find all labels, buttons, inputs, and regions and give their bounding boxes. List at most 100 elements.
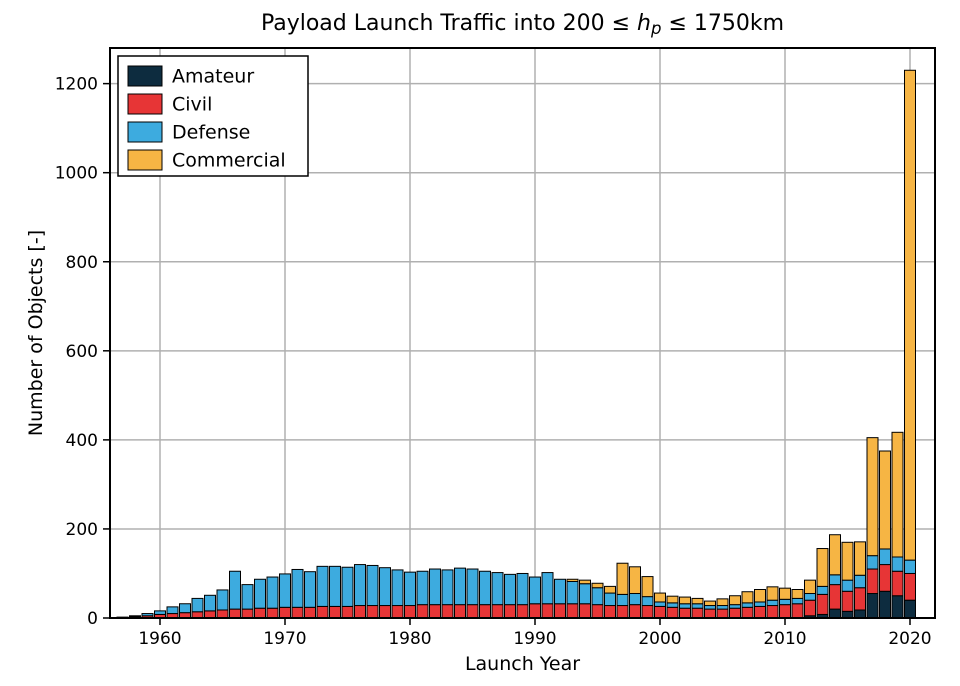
bar-segment-defense [642, 597, 653, 606]
bar-segment-civil [767, 606, 778, 618]
bar-year [442, 570, 453, 618]
bar-segment-defense [830, 575, 841, 585]
bar-year [655, 593, 666, 618]
bar-year [455, 568, 466, 618]
bar-year [167, 607, 178, 618]
bar-segment-commercial [655, 593, 666, 602]
bar-year [580, 580, 591, 618]
y-tick-label: 0 [87, 609, 98, 629]
bar-year [267, 577, 278, 618]
bar-segment-commercial [867, 438, 878, 556]
legend-swatch-civil [128, 94, 162, 114]
bar-year [805, 580, 816, 618]
bar-segment-commercial [855, 542, 866, 575]
bar-segment-commercial [605, 586, 616, 593]
bar-segment-civil [555, 604, 566, 618]
bar-segment-commercial [667, 596, 678, 603]
bar-segment-defense [755, 602, 766, 606]
x-tick-label: 1970 [263, 629, 306, 649]
x-tick-label: 2000 [638, 629, 681, 649]
x-tick-label: 2020 [888, 629, 931, 649]
bar-segment-defense [230, 571, 241, 609]
bar-segment-civil [267, 608, 278, 618]
bar-year [867, 438, 878, 618]
bar-year [317, 566, 328, 618]
bar-segment-defense [742, 603, 753, 607]
bar-segment-commercial [680, 597, 691, 604]
x-tick-label: 2010 [763, 629, 806, 649]
bar-segment-defense [192, 598, 203, 611]
bar-segment-defense [480, 571, 491, 604]
bar-segment-amateur [880, 591, 891, 618]
bar-year [567, 579, 578, 618]
bar-segment-defense [180, 604, 191, 613]
bar-segment-civil [355, 606, 366, 618]
bar-segment-civil [230, 609, 241, 618]
bar-segment-civil [605, 606, 616, 618]
bar-year [605, 586, 616, 618]
bar-year [230, 571, 241, 618]
x-tick-label: 1990 [513, 629, 556, 649]
bar-segment-defense [567, 581, 578, 603]
bar-segment-civil [492, 605, 503, 618]
bar-segment-defense [692, 604, 703, 608]
bar-segment-defense [717, 606, 728, 610]
bar-year [492, 573, 503, 618]
bar-segment-civil [717, 609, 728, 618]
bar-segment-civil [617, 606, 628, 618]
bar-year [767, 587, 778, 618]
bar-year [617, 563, 628, 618]
bar-segment-defense [817, 586, 828, 594]
bar-segment-civil [505, 605, 516, 618]
bar-segment-commercial [892, 432, 903, 557]
bar-year [417, 571, 428, 618]
bar-segment-commercial [792, 590, 803, 599]
bar-segment-defense [167, 607, 178, 614]
bar-segment-defense [255, 579, 266, 608]
bar-segment-civil [317, 606, 328, 618]
bar-segment-civil [892, 571, 903, 595]
bar-segment-defense [517, 573, 528, 604]
legend-swatch-commercial [128, 150, 162, 170]
y-tick-label: 400 [66, 431, 98, 451]
bar-segment-civil [242, 609, 253, 618]
bar-year [430, 569, 441, 618]
x-axis-label: Launch Year [465, 653, 580, 675]
bar-segment-commercial [755, 590, 766, 602]
bar-year [630, 567, 641, 618]
bar-segment-defense [505, 574, 516, 604]
x-tick-label: 1980 [388, 629, 431, 649]
bar-segment-defense [280, 574, 291, 607]
bar-segment-defense [367, 565, 378, 605]
bar-year [305, 572, 316, 618]
bar-segment-commercial [642, 577, 653, 597]
bar-segment-civil [630, 605, 641, 618]
bar-year [667, 596, 678, 618]
bar-year [192, 598, 203, 618]
bar-segment-defense [880, 549, 891, 565]
bar-segment-defense [605, 593, 616, 605]
bar-year [530, 577, 541, 618]
bar-year [592, 583, 603, 618]
bar-year [705, 601, 716, 618]
bar-segment-defense [892, 557, 903, 571]
bar-segment-defense [467, 569, 478, 605]
bar-segment-civil [217, 610, 228, 618]
bar-segment-commercial [780, 588, 791, 599]
bar-segment-defense [492, 573, 503, 605]
bar-year [542, 573, 553, 618]
bar-segment-civil [642, 606, 653, 618]
bar-segment-civil [655, 606, 666, 618]
bar-segment-commercial [830, 535, 841, 575]
bar-segment-defense [455, 568, 466, 605]
bar-segment-defense [592, 588, 603, 605]
bar-segment-civil [430, 605, 441, 618]
bar-segment-defense [142, 614, 153, 616]
bar-year [355, 565, 366, 618]
bar-year [242, 585, 253, 618]
bar-segment-civil [342, 606, 353, 618]
bar-year [755, 590, 766, 619]
bar-year [392, 570, 403, 618]
bar-segment-defense [680, 604, 691, 608]
bar-segment-defense [580, 584, 591, 604]
